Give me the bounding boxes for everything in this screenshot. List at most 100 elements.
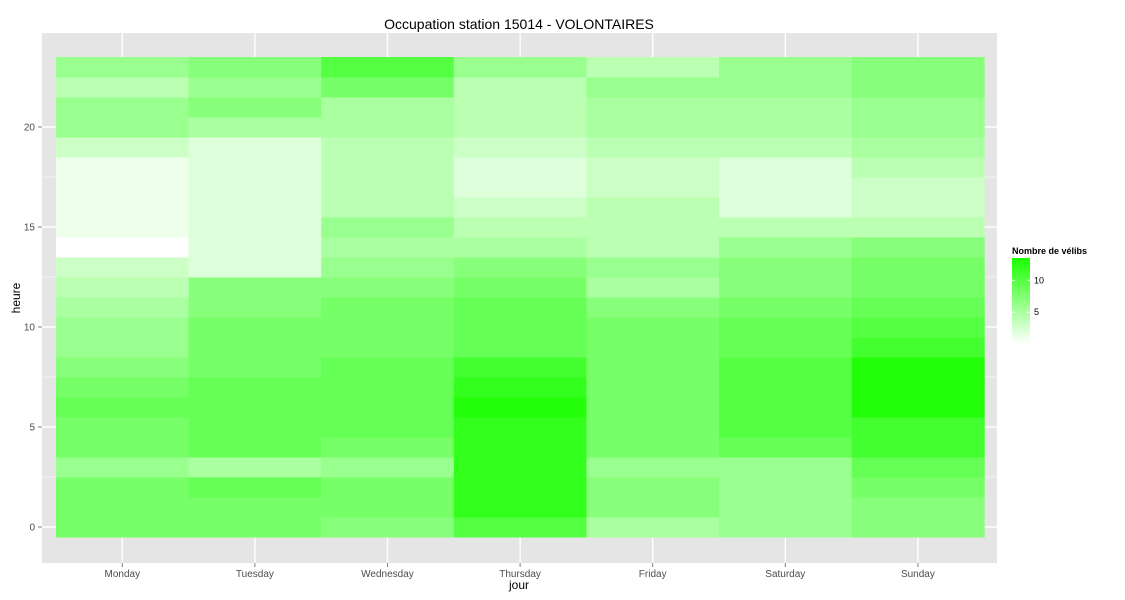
heatmap-tile bbox=[453, 137, 587, 158]
chart-title: Occupation station 15014 - VOLONTAIRES bbox=[384, 16, 654, 32]
heatmap-tile bbox=[719, 297, 853, 318]
heatmap-tile bbox=[453, 157, 587, 178]
heatmap-tile bbox=[56, 197, 190, 218]
heatmap-tile bbox=[188, 497, 322, 518]
heatmap-tile bbox=[851, 417, 985, 438]
heatmap-tile bbox=[453, 197, 587, 218]
heatmap-tile bbox=[188, 517, 322, 538]
heatmap-tile bbox=[851, 297, 985, 318]
heatmap-tile bbox=[56, 377, 190, 398]
heatmap-tile bbox=[586, 437, 720, 458]
heatmap-tile bbox=[188, 297, 322, 318]
heatmap-tile bbox=[851, 497, 985, 518]
heatmap-tile bbox=[586, 497, 720, 518]
heatmap-tile bbox=[851, 517, 985, 538]
heatmap-tile bbox=[321, 477, 455, 498]
heatmap-tile bbox=[321, 517, 455, 538]
heatmap-tile bbox=[453, 477, 587, 498]
heatmap-tile bbox=[56, 357, 190, 378]
y-tick-label: 15 bbox=[24, 223, 36, 234]
heatmap-tile bbox=[851, 357, 985, 378]
heatmap-tile bbox=[719, 217, 853, 238]
heatmap-tile bbox=[719, 97, 853, 118]
heatmap-tile bbox=[453, 357, 587, 378]
heatmap-tile bbox=[586, 397, 720, 418]
heatmap-tile bbox=[719, 157, 853, 178]
heatmap-tile bbox=[321, 337, 455, 358]
heatmap-tile bbox=[56, 157, 190, 178]
legend-colorbar bbox=[1012, 258, 1030, 344]
heatmap-tile bbox=[453, 397, 587, 418]
heatmap-tile bbox=[719, 477, 853, 498]
heatmap-tile bbox=[188, 357, 322, 378]
heatmap-tile bbox=[321, 357, 455, 378]
heatmap-tile bbox=[719, 377, 853, 398]
heatmap-tile bbox=[719, 77, 853, 98]
x-tick-label: Monday bbox=[105, 569, 141, 580]
heatmap-tile bbox=[188, 477, 322, 498]
heatmap-tile bbox=[586, 277, 720, 298]
x-tick-label: Tuesday bbox=[236, 569, 274, 580]
heatmap-tile bbox=[188, 237, 322, 258]
heatmap-tile bbox=[851, 117, 985, 138]
heatmap-tile bbox=[188, 157, 322, 178]
heatmap-tile bbox=[851, 457, 985, 478]
heatmap-tile bbox=[321, 177, 455, 198]
heatmap-tile bbox=[188, 177, 322, 198]
heatmap-tile bbox=[321, 437, 455, 458]
heatmap-tile bbox=[453, 217, 587, 238]
heatmap-tile bbox=[56, 317, 190, 338]
heatmap-tile bbox=[453, 457, 587, 478]
heatmap-tile bbox=[56, 517, 190, 538]
heatmap-tile bbox=[321, 97, 455, 118]
heatmap-tile bbox=[188, 217, 322, 238]
heatmap-tile bbox=[719, 277, 853, 298]
heatmap-tile bbox=[719, 177, 853, 198]
heatmap-tile bbox=[56, 497, 190, 518]
heatmap-tile bbox=[719, 397, 853, 418]
heatmap-tile bbox=[851, 477, 985, 498]
heatmap-tile bbox=[719, 437, 853, 458]
heatmap-tile bbox=[56, 177, 190, 198]
heatmap-tile bbox=[851, 317, 985, 338]
heatmap-tile bbox=[56, 137, 190, 158]
heatmap-tile bbox=[586, 477, 720, 498]
y-tick-label: 0 bbox=[29, 523, 35, 534]
heatmap-tile bbox=[56, 217, 190, 238]
heatmap-tile bbox=[321, 257, 455, 278]
x-axis: Monday Tuesday Wednesday Thursday Friday Satu… bbox=[105, 563, 935, 580]
legend: Nombre de vélibs 5 10 bbox=[1012, 246, 1087, 344]
heatmap-tile bbox=[719, 317, 853, 338]
heatmap-tile bbox=[321, 157, 455, 178]
heatmap-tile bbox=[56, 237, 190, 258]
heatmap-tile bbox=[56, 297, 190, 318]
heatmap-tile bbox=[851, 257, 985, 278]
heatmap-tile bbox=[188, 317, 322, 338]
heatmap-tile bbox=[719, 237, 853, 258]
heatmap-tile bbox=[321, 77, 455, 98]
heatmap-tile bbox=[719, 197, 853, 218]
heatmap-tile bbox=[851, 377, 985, 398]
y-tick-label: 20 bbox=[24, 123, 36, 134]
heatmap-tile bbox=[188, 417, 322, 438]
heatmap-tile bbox=[321, 197, 455, 218]
heatmap-tile bbox=[321, 237, 455, 258]
heatmap-tile bbox=[586, 517, 720, 538]
heatmap-tile bbox=[453, 237, 587, 258]
heatmap-tile bbox=[56, 417, 190, 438]
heatmap-tile bbox=[851, 237, 985, 258]
heatmap-tile bbox=[321, 297, 455, 318]
heatmap-tile bbox=[586, 157, 720, 178]
heatmap-tile bbox=[851, 177, 985, 198]
legend-tick-label: 10 bbox=[1034, 275, 1044, 285]
heatmap-tile bbox=[586, 317, 720, 338]
heatmap-tile bbox=[586, 377, 720, 398]
heatmap-tile bbox=[851, 277, 985, 298]
heatmap-tile bbox=[586, 257, 720, 278]
heatmap-tile bbox=[188, 197, 322, 218]
heatmap-tile bbox=[56, 117, 190, 138]
legend-tick-label: 5 bbox=[1034, 307, 1039, 317]
heatmap-tile bbox=[719, 57, 853, 78]
heatmap-tile bbox=[719, 457, 853, 478]
heatmap-tile bbox=[188, 57, 322, 78]
